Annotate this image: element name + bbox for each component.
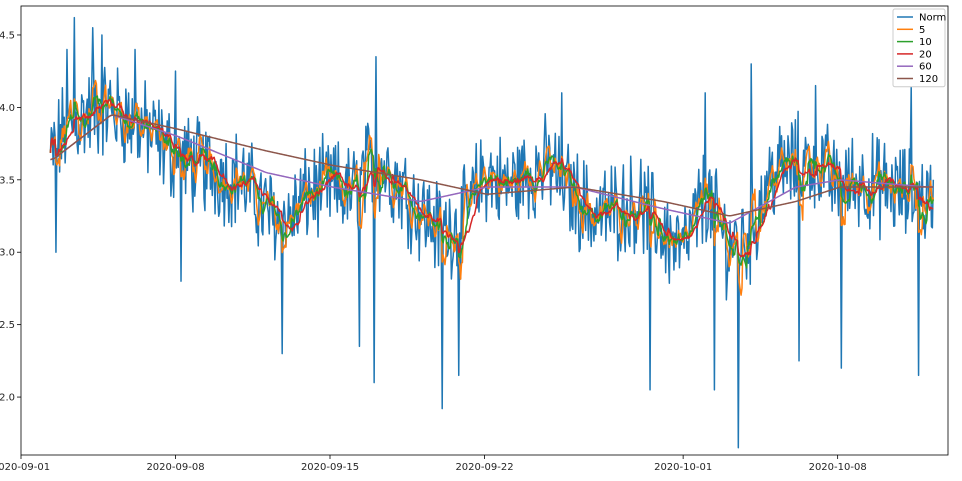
legend-label: 120 [919,74,938,85]
y-tick-label: 4.0 [0,103,15,114]
x-tick-label: 2020-09-22 [455,462,513,473]
x-tick-label: 2020-09-08 [146,462,204,473]
x-axis: 2020-09-01 2020-09-08 2020-09-15 2020-09-22… [0,455,867,473]
y-tick-label: 4.5 [0,30,15,41]
x-tick-label: 2020-10-08 [809,462,867,473]
y-tick-label: 2.5 [0,320,15,331]
legend-label: Norm [919,13,946,24]
y-tick-label: 3.5 [0,175,15,186]
y-tick-label: 3.0 [0,248,15,259]
y-tick-label: 2.0 [0,393,15,404]
series-line-norm [49,16,935,449]
legend-label: 5 [919,25,925,36]
series-line-60 [50,114,934,224]
legend-label: 10 [919,37,932,48]
x-tick-label: 2020-09-15 [301,462,359,473]
x-tick-label: 2020-10-01 [654,462,712,473]
x-tick-label: 2020-09-01 [0,462,50,473]
plot-area [49,16,935,449]
plot-frame [20,5,949,456]
y-axis: 2.0 2.5 3.0 3.5 4.0 4.5 [0,30,21,404]
legend-label: 60 [919,62,932,73]
legend-label: 20 [919,49,932,60]
series-line-20 [49,99,934,258]
series-line-120 [50,114,934,217]
legend-box [892,8,946,88]
